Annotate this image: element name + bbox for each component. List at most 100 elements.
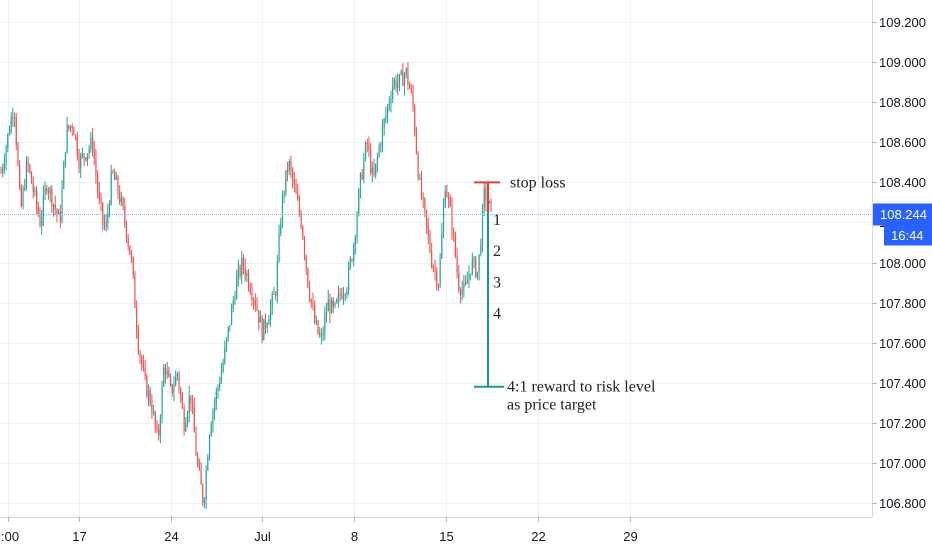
candle-body — [90, 137, 92, 149]
last-price-tag: 108.244 16:44 — [873, 203, 932, 246]
candle-body — [188, 395, 190, 414]
candle-body — [93, 149, 95, 159]
candle-body — [127, 238, 129, 246]
candle-body — [256, 305, 258, 311]
candle-body — [414, 106, 416, 133]
candle-body — [490, 200, 492, 205]
candle-body — [397, 82, 399, 89]
candle-body — [44, 188, 46, 195]
candle-body — [403, 75, 406, 86]
candle-body — [320, 335, 323, 337]
candle-body — [366, 142, 368, 145]
candle-body — [407, 68, 409, 85]
candle-body — [210, 424, 212, 436]
candle-body — [263, 319, 265, 341]
candle-body — [171, 384, 173, 394]
candle-body — [329, 299, 331, 314]
candle-body — [264, 319, 267, 328]
candle-body — [276, 260, 278, 296]
candle-body — [390, 98, 392, 104]
candle-body — [297, 193, 299, 200]
y-tick-label: 106.800 — [879, 496, 926, 511]
candle-body — [310, 299, 312, 303]
candle-body — [12, 116, 14, 118]
y-tick-label: 107.200 — [879, 416, 926, 431]
candle-body — [388, 103, 390, 106]
candle-body — [281, 193, 284, 225]
candle-body — [453, 231, 455, 235]
candle-body — [176, 373, 178, 377]
candle-body — [334, 302, 336, 307]
candle-body — [193, 406, 195, 433]
candle-body — [446, 191, 448, 197]
candle-body — [147, 390, 150, 397]
candle-body — [247, 273, 250, 288]
candle-body — [351, 259, 353, 261]
candle-body — [230, 306, 233, 326]
x-tick-label: 24 — [164, 529, 178, 544]
candle-body — [202, 484, 204, 503]
candle-body — [191, 403, 194, 407]
candle-body — [13, 116, 16, 118]
candle-body — [344, 294, 346, 296]
candle-body — [259, 317, 262, 323]
candle-body — [342, 294, 345, 299]
candle-body — [120, 197, 122, 203]
stop-loss-label: stop loss — [510, 174, 566, 191]
candle-body — [420, 178, 423, 198]
candle-body — [251, 292, 253, 300]
candle-body — [383, 119, 385, 127]
candle-body — [80, 156, 82, 169]
candle-body — [405, 68, 407, 76]
candle-body — [395, 79, 397, 89]
candle-body — [225, 337, 228, 348]
candle-body — [224, 347, 226, 363]
candle-body — [37, 205, 39, 215]
candle-body — [429, 235, 431, 252]
candle-body — [85, 157, 87, 161]
candle-body — [66, 125, 68, 153]
candle-body — [339, 293, 341, 296]
candle-body — [375, 163, 377, 176]
candle-body — [451, 206, 453, 232]
grid-vertical — [8, 0, 631, 517]
candle-body — [220, 371, 223, 383]
candle-body — [7, 134, 9, 148]
y-tick-label: 108.000 — [879, 256, 926, 271]
candle-body — [359, 173, 362, 191]
candle-body — [110, 171, 112, 204]
candle-body — [5, 147, 7, 163]
candle-body — [456, 256, 458, 273]
candle-body — [400, 71, 402, 75]
candle-body — [368, 144, 370, 151]
candle-body — [25, 160, 28, 189]
candle-body — [356, 215, 358, 238]
candle-body — [448, 196, 450, 199]
candle-body — [137, 330, 139, 352]
candle-body — [258, 310, 260, 323]
candle-body — [15, 117, 17, 145]
y-tick-label: 108.400 — [879, 175, 926, 190]
candle-body — [175, 376, 177, 387]
risk-step-label: 4 — [493, 306, 501, 323]
candle-body — [20, 187, 22, 206]
candle-body — [234, 298, 236, 301]
candle-body — [98, 191, 100, 199]
candle-body — [386, 105, 389, 115]
candle-body — [208, 435, 211, 458]
candle-body — [312, 302, 314, 307]
candle-body — [331, 299, 333, 314]
candle-body — [41, 217, 43, 227]
candle-body — [76, 136, 78, 157]
candle-body — [190, 395, 192, 404]
candle-body — [78, 156, 80, 169]
candle-body — [317, 320, 319, 334]
candle-body — [132, 257, 134, 275]
y-tick-label: 108.800 — [879, 95, 926, 110]
candle-body — [227, 327, 229, 338]
risk-step-label: 1 — [493, 212, 501, 229]
candle-body — [327, 299, 329, 312]
candle-body — [158, 429, 160, 436]
candle-body — [463, 283, 465, 289]
